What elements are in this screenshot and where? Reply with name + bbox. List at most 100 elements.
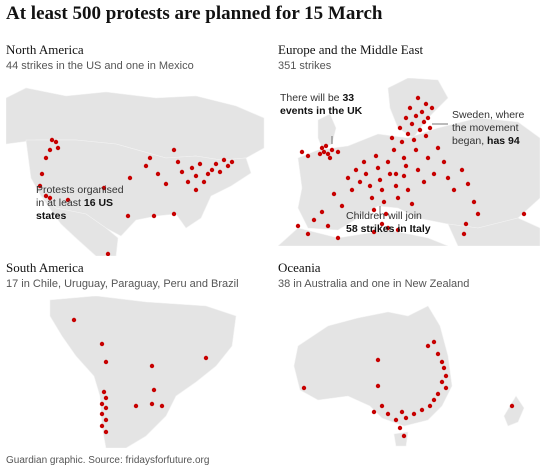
strike-dot: [431, 339, 437, 345]
source-note: Guardian graphic. Source: fridaysforfutu…: [6, 455, 210, 466]
strike-dot: [325, 151, 331, 157]
strike-dot: [331, 191, 337, 197]
strike-dot: [439, 379, 445, 385]
annotation-bold: states: [36, 210, 67, 222]
land-australia: [293, 305, 453, 427]
land-tasmania: [393, 431, 409, 447]
strike-dot: [471, 199, 477, 205]
strike-dot: [185, 179, 191, 185]
strike-dot: [509, 403, 515, 409]
strike-dot: [335, 149, 341, 155]
strike-dot: [311, 217, 317, 223]
strike-dot: [221, 157, 227, 163]
strike-dot: [203, 355, 209, 361]
panel-heading: North America: [6, 42, 84, 57]
strike-dot: [163, 181, 169, 187]
panel-south-america: South America 17 in Chile, Uruguay, Para…: [6, 260, 268, 474]
strike-dot: [395, 227, 401, 233]
strike-dot: [393, 417, 399, 423]
strike-dot: [461, 231, 467, 237]
land-south-america: [49, 296, 237, 448]
strike-dot: [377, 177, 383, 183]
strike-dot: [463, 221, 469, 227]
strike-dot: [295, 223, 301, 229]
strike-dot: [475, 211, 481, 217]
strike-dot: [159, 403, 165, 409]
strike-dot: [389, 135, 395, 141]
strike-dot: [425, 115, 431, 121]
strike-dot: [435, 391, 441, 397]
strike-dot: [47, 195, 53, 201]
strike-dot: [71, 317, 77, 323]
strike-dot: [381, 199, 387, 205]
strike-dot: [435, 145, 441, 151]
annotation-text: Protests organised: [36, 184, 124, 196]
strike-dot: [521, 211, 527, 217]
strike-dot: [419, 109, 425, 115]
strike-dots: [301, 339, 515, 439]
strike-dot: [407, 105, 413, 111]
strike-dot: [431, 397, 437, 403]
strike-dot: [385, 411, 391, 417]
strike-dot: [305, 153, 311, 159]
strike-dot: [201, 179, 207, 185]
strike-dot: [383, 211, 389, 217]
strike-dot: [103, 417, 109, 423]
strike-dot: [423, 133, 429, 139]
strike-dot: [133, 403, 139, 409]
strike-dot: [125, 213, 131, 219]
land-new-zealand: [503, 395, 525, 427]
strike-dot: [101, 185, 107, 191]
strike-dot: [441, 159, 447, 165]
strike-dot: [99, 401, 105, 407]
strike-dot: [411, 137, 417, 143]
strike-dot: [43, 155, 49, 161]
south-america-map: [49, 296, 237, 448]
strike-dot: [55, 145, 61, 151]
strike-dot: [151, 387, 157, 393]
panel-subtitle: 38 in Australia and one in New Zealand: [278, 278, 470, 290]
strike-dot: [427, 125, 433, 131]
strike-dot: [403, 163, 409, 169]
panel-subtitle: 17 in Chile, Uruguay, Paraguay, Peru and…: [6, 278, 239, 290]
strike-dot: [229, 159, 235, 165]
strike-dot: [375, 165, 381, 171]
strike-dot: [399, 139, 405, 145]
strike-dot: [171, 211, 177, 217]
chart-title: At least 500 protests are planned for 15…: [6, 3, 383, 24]
strike-dot: [155, 171, 161, 177]
strike-dot: [179, 169, 185, 175]
strike-dot: [409, 121, 415, 127]
strike-dot: [405, 131, 411, 137]
strike-dot: [379, 403, 385, 409]
strike-dot: [193, 173, 199, 179]
strike-dot: [417, 127, 423, 133]
strike-dot: [441, 365, 447, 371]
strike-dot: [209, 167, 215, 173]
panel-heading: South America: [6, 260, 84, 275]
annotation-text: Sweden, where: [452, 109, 525, 121]
strike-dot: [225, 163, 231, 169]
land-mexico: [40, 195, 119, 256]
strike-dot: [401, 155, 407, 161]
strike-dot: [403, 115, 409, 121]
strike-dot: [213, 161, 219, 167]
strike-dot: [435, 351, 441, 357]
strike-dot: [147, 155, 153, 161]
strike-dot: [385, 159, 391, 165]
strike-dot: [421, 119, 427, 125]
annotation-text: began,: [452, 135, 488, 147]
strike-dot: [445, 175, 451, 181]
annotation-text: in at least: [36, 197, 84, 209]
annotation-sweden: Sweden, where the movement began, has 94: [452, 109, 524, 148]
strike-dot: [105, 251, 111, 256]
strike-dot: [103, 359, 109, 365]
strike-dot: [99, 341, 105, 347]
strike-dot: [375, 357, 381, 363]
strike-dot: [299, 149, 305, 155]
strike-dot: [329, 147, 335, 153]
north-america-map: [6, 87, 265, 256]
strike-dot: [401, 173, 407, 179]
strike-dot: [327, 155, 333, 161]
strike-dot: [397, 125, 403, 131]
